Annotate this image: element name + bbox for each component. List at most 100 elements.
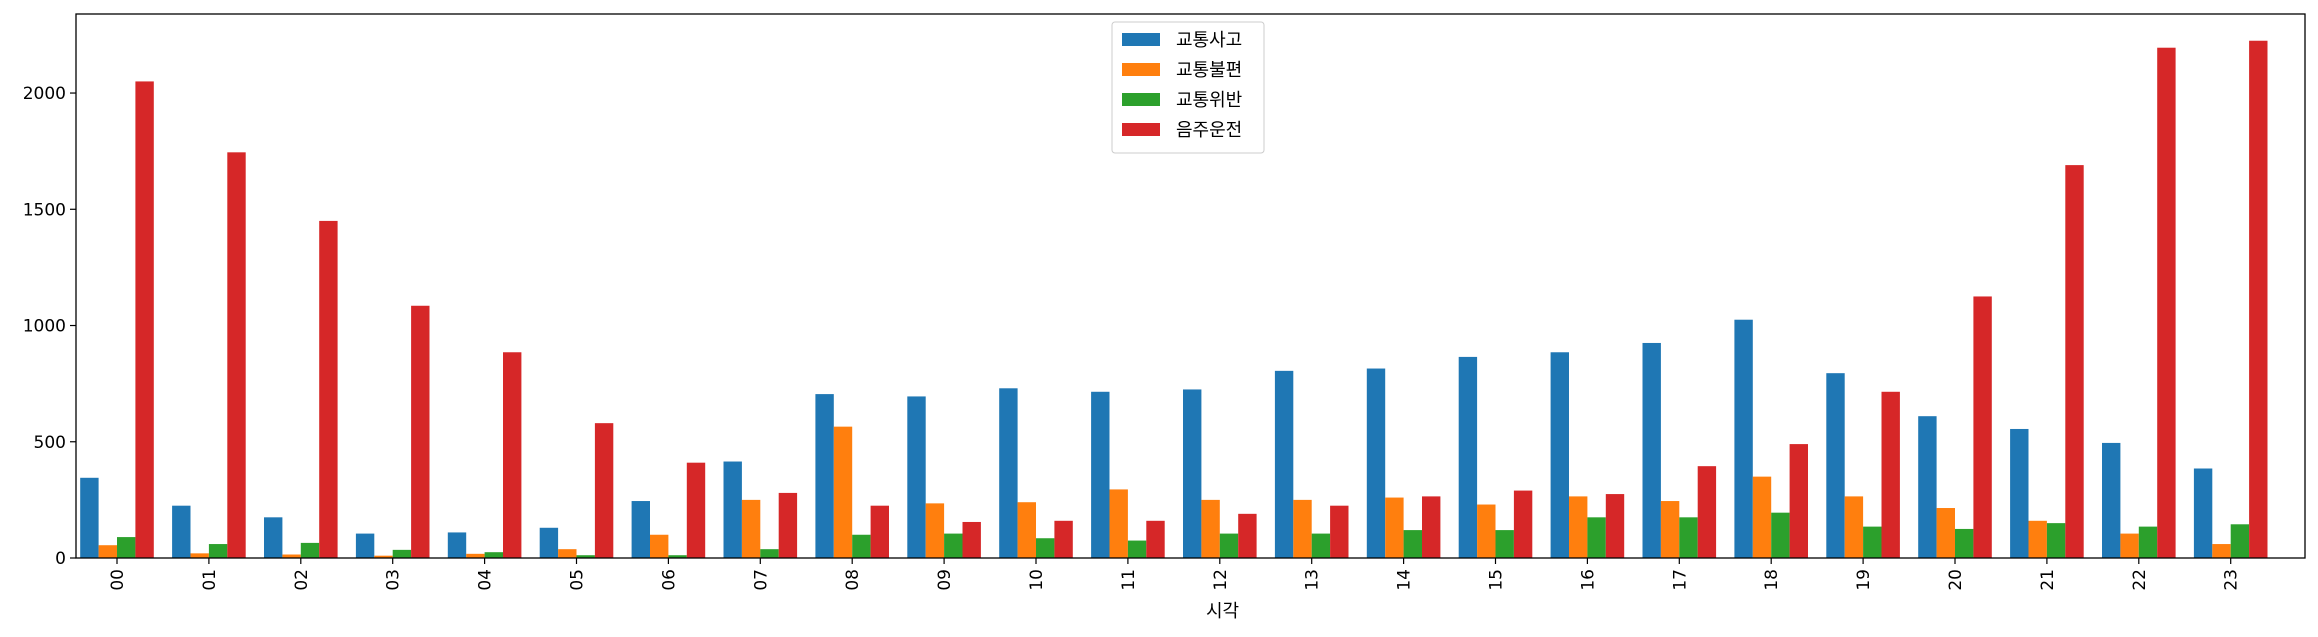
bar-음주운전-20 — [1973, 296, 1992, 558]
bar-교통사고-23 — [2193, 468, 2213, 558]
bar-교통위반-10 — [1036, 538, 1055, 558]
bar-음주운전-19 — [1881, 391, 1900, 558]
bar-음주운전-18 — [1789, 444, 1808, 558]
x-tick-label: 16 — [1578, 569, 1598, 591]
bar-교통위반-18 — [1771, 512, 1790, 558]
bar-음주운전-10 — [1054, 520, 1073, 558]
bar-교통사고-02 — [264, 517, 283, 558]
bar-교통사고-17 — [1642, 342, 1661, 558]
x-tick-label: 03 — [384, 569, 404, 591]
bar-교통불편-21 — [2028, 520, 2047, 558]
bar-교통불편-04 — [466, 553, 485, 558]
bar-교통위반-00 — [117, 537, 136, 558]
bar-교통불편-19 — [1844, 496, 1864, 558]
x-tick-label: 23 — [2222, 569, 2242, 591]
legend-swatch — [1122, 63, 1160, 76]
bar-교통위반-03 — [392, 549, 412, 558]
bar-교통불편-16 — [1569, 496, 1588, 558]
x-axis-title: 시각 — [1206, 601, 1239, 622]
bar-교통사고-22 — [2102, 442, 2121, 558]
legend-label: 교통위반 — [1176, 90, 1242, 111]
y-tick-label: 500 — [34, 433, 66, 453]
bar-교통위반-23 — [2230, 524, 2250, 558]
bar-교통위반-22 — [2138, 526, 2158, 558]
bar-음주운전-21 — [2065, 165, 2084, 559]
bar-교통불편-22 — [2120, 533, 2139, 558]
bar-교통위반-15 — [1495, 530, 1514, 558]
legend-label: 교통불편 — [1176, 60, 1242, 81]
bar-음주운전-13 — [1330, 505, 1349, 558]
bar-음주운전-23 — [2249, 40, 2268, 559]
bar-교통사고-13 — [1274, 370, 1294, 558]
y-axis: 0 500 1000 1500 2000 — [23, 84, 76, 569]
bar-교통불편-11 — [1109, 489, 1128, 558]
legend-swatch — [1122, 33, 1160, 46]
bar-음주운전-11 — [1146, 520, 1165, 558]
bar-교통위반-20 — [1955, 528, 1974, 558]
legend-frame — [1111, 21, 1265, 154]
legend-swatch — [1122, 123, 1160, 136]
bar-교통위반-19 — [1863, 526, 1882, 558]
bar-교통사고-11 — [1091, 391, 1110, 558]
bar-교통사고-20 — [1918, 416, 1937, 558]
bar-교통사고-00 — [80, 477, 99, 558]
bar-음주운전-07 — [778, 492, 798, 558]
bar-교통위반-05 — [576, 555, 595, 558]
bar-음주운전-03 — [411, 305, 430, 558]
bar-교통위반-11 — [1127, 540, 1147, 558]
bar-교통사고-08 — [815, 394, 834, 558]
y-tick-label: 0 — [55, 549, 66, 569]
x-tick-label: 02 — [292, 569, 312, 591]
bar-교통위반-09 — [944, 533, 963, 558]
bar-교통사고-21 — [2010, 428, 2029, 558]
bar-교통사고-12 — [1183, 389, 1202, 558]
x-tick-label: 07 — [751, 569, 771, 591]
bar-음주운전-22 — [2157, 47, 2176, 559]
x-tick-label: 06 — [659, 569, 679, 591]
x-axis: 00 01 02 03 04 05 06 07 08 09 10 11 12 13 14 15 16 17 18 19… — [108, 558, 2242, 591]
x-tick-label: 12 — [1211, 569, 1231, 591]
bar-교통불편-00 — [98, 545, 117, 558]
bar-교통사고-19 — [1826, 373, 1845, 558]
bar-교통불편-09 — [925, 503, 945, 558]
x-tick-label: 04 — [476, 569, 496, 591]
bar-교통불편-10 — [1017, 502, 1036, 558]
bar-음주운전-05 — [594, 423, 614, 558]
bar-교통위반-16 — [1587, 517, 1606, 558]
bar-교통사고-01 — [172, 505, 191, 558]
bar-음주운전-01 — [227, 152, 246, 558]
legend-label: 음주운전 — [1176, 120, 1242, 141]
bar-음주운전-02 — [319, 220, 338, 558]
x-tick-label: 09 — [935, 569, 955, 591]
x-tick-label: 01 — [200, 569, 220, 591]
bar-교통불편-23 — [2212, 544, 2231, 558]
bar-교통불편-13 — [1293, 499, 1312, 558]
plot-frame — [75, 13, 2306, 559]
bar-음주운전-00 — [135, 81, 154, 559]
bar-교통사고-07 — [723, 461, 742, 558]
bar-교통불편-07 — [741, 499, 761, 558]
bar-교통불편-01 — [190, 553, 209, 558]
bar-교통사고-05 — [539, 527, 559, 558]
bar-교통사고-18 — [1734, 319, 1753, 558]
bar-교통위반-04 — [484, 552, 503, 558]
bar-교통불편-14 — [1385, 497, 1404, 558]
x-tick-label: 22 — [2130, 569, 2150, 591]
y-tick-label: 1000 — [23, 317, 66, 337]
legend-swatch — [1122, 93, 1160, 106]
bar-교통위반-12 — [1219, 533, 1239, 558]
bar-교통위반-08 — [852, 534, 871, 558]
bar-교통위반-07 — [760, 549, 779, 558]
y-tick-label: 1500 — [23, 200, 66, 220]
bar-교통사고-10 — [999, 388, 1018, 558]
bar-교통불편-05 — [558, 549, 577, 558]
x-tick-label: 19 — [1854, 569, 1874, 591]
bar-교통불편-20 — [1936, 508, 1955, 558]
x-tick-label: 18 — [1762, 569, 1782, 591]
x-tick-label: 13 — [1303, 569, 1323, 591]
bar-교통위반-06 — [668, 555, 687, 558]
bar-교통불편-02 — [282, 554, 301, 558]
x-tick-label: 10 — [1027, 569, 1047, 591]
bar-교통사고-14 — [1366, 368, 1386, 558]
